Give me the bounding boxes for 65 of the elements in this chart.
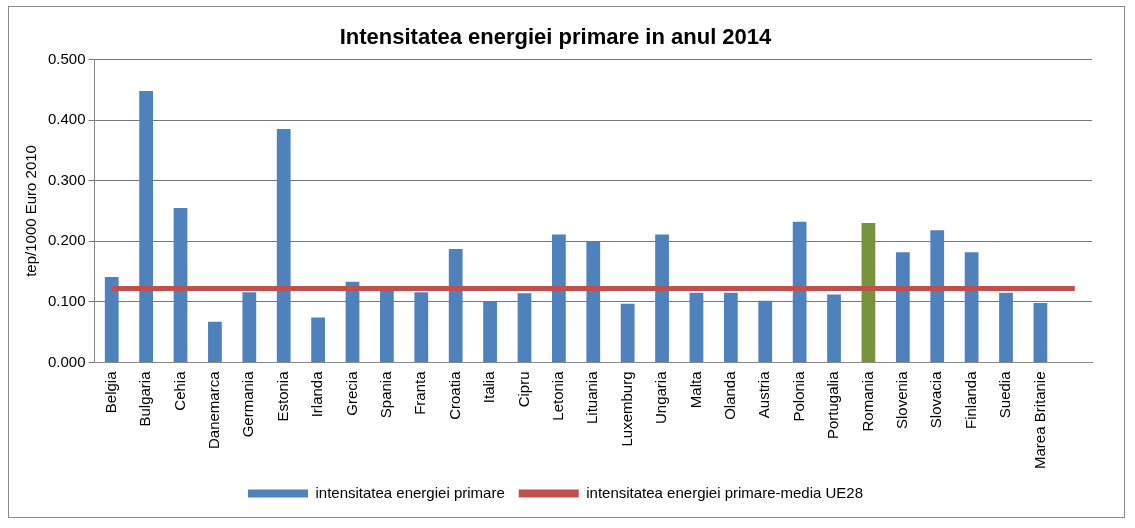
bar bbox=[655, 234, 669, 362]
x-tick-label: Luxemburg bbox=[617, 371, 635, 447]
x-tick-label: Belgia bbox=[101, 370, 119, 414]
y-tick-label: 0.200 bbox=[47, 231, 86, 249]
bar bbox=[448, 249, 463, 362]
y-axis-title: tep/1000 Euro 2010 bbox=[22, 145, 40, 277]
bar bbox=[380, 289, 394, 362]
x-tick-label: Irlanda bbox=[308, 370, 326, 418]
x-tick-label: Austria bbox=[755, 370, 773, 419]
bar bbox=[930, 230, 945, 362]
y-tick-label: 0.400 bbox=[47, 110, 86, 128]
bar bbox=[758, 300, 773, 362]
x-tick-label: Ungaria bbox=[652, 370, 670, 424]
y-tick-label: 0.300 bbox=[47, 170, 86, 188]
x-tick-label: Slovacia bbox=[927, 370, 945, 429]
bar bbox=[999, 292, 1013, 362]
bar bbox=[861, 223, 876, 362]
x-tick-label: Marea Britanie bbox=[1030, 371, 1048, 469]
y-tick-label: 0.000 bbox=[47, 352, 86, 370]
x-tick-label: Bulgaria bbox=[136, 370, 154, 427]
bar bbox=[964, 252, 979, 362]
bar bbox=[104, 276, 119, 362]
bar bbox=[173, 207, 188, 362]
bar bbox=[139, 90, 154, 362]
bar bbox=[827, 294, 841, 362]
bar bbox=[208, 321, 222, 362]
x-tick-label: Finlanda bbox=[961, 370, 979, 429]
bar bbox=[276, 129, 291, 362]
bar bbox=[586, 241, 601, 362]
chart-title: Intensitatea energiei primare in anul 2014 bbox=[339, 24, 773, 50]
bar bbox=[620, 303, 635, 362]
x-tick-label: Polonia bbox=[789, 370, 807, 422]
bar bbox=[483, 301, 497, 362]
x-tick-label: Suedia bbox=[996, 370, 1014, 419]
bar bbox=[551, 234, 566, 362]
x-tick-label: Estonia bbox=[273, 370, 291, 422]
x-tick-label: Letonia bbox=[549, 370, 567, 421]
bar bbox=[242, 292, 257, 362]
y-tick-label: 0.100 bbox=[47, 291, 86, 309]
bar bbox=[1033, 303, 1048, 362]
x-tick-label: Olanda bbox=[720, 370, 738, 420]
x-tick-label: Grecia bbox=[342, 370, 360, 416]
x-tick-label: Lituania bbox=[583, 370, 601, 424]
bar bbox=[723, 292, 738, 362]
y-tick-label: 0.500 bbox=[47, 49, 86, 67]
x-tick-label: Italia bbox=[480, 370, 498, 404]
legend-label: intensitatea energiei primare-media UE28 bbox=[586, 483, 864, 501]
bar bbox=[414, 292, 429, 362]
x-tick-label: Croatia bbox=[445, 370, 463, 420]
x-tick-label: Slovenia bbox=[892, 370, 910, 429]
bar bbox=[517, 293, 532, 362]
x-tick-label: Malta bbox=[686, 370, 704, 409]
x-tick-label: Portugalia bbox=[824, 370, 842, 439]
x-tick-label: Romania bbox=[858, 370, 876, 432]
x-tick-label: Spania bbox=[377, 370, 395, 419]
bar bbox=[792, 221, 807, 362]
x-tick-label: Franta bbox=[411, 370, 429, 415]
x-tick-label: Germania bbox=[239, 370, 257, 438]
bar bbox=[689, 292, 704, 362]
x-tick-label: Danemarca bbox=[205, 370, 223, 449]
bar bbox=[311, 317, 325, 362]
x-tick-label: Cipru bbox=[514, 371, 532, 408]
legend-label: intensitatea energiei primare bbox=[315, 483, 505, 501]
bar bbox=[895, 252, 910, 362]
x-tick-label: Cehia bbox=[170, 370, 188, 411]
